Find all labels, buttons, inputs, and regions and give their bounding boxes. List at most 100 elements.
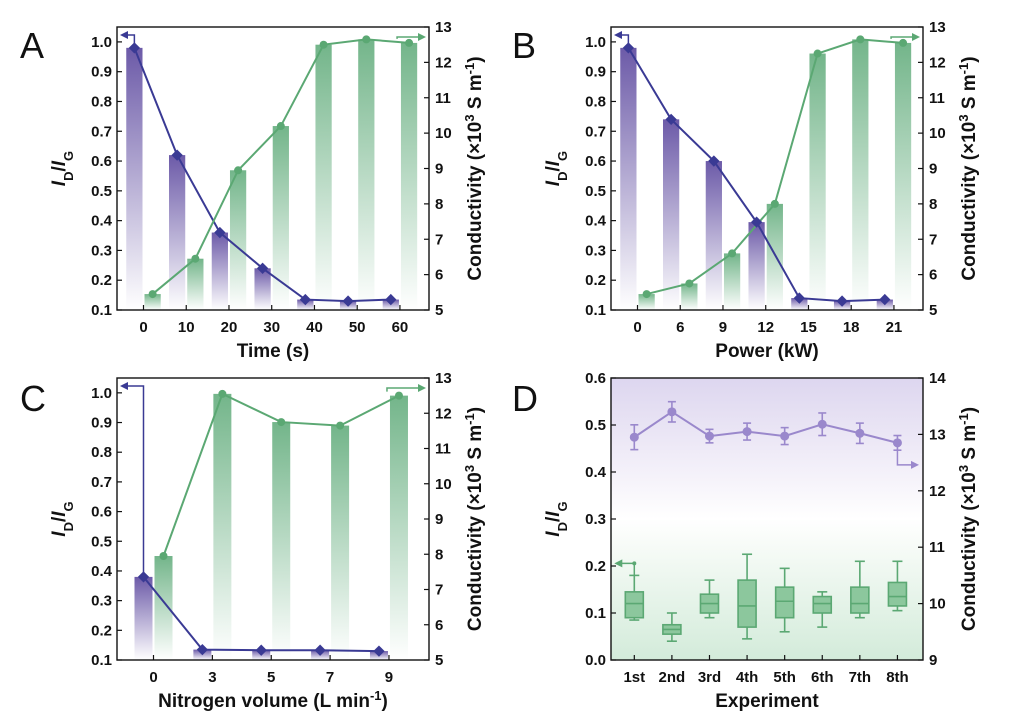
y2-axis-title: Conductivity (×103 S m-1) <box>956 407 981 631</box>
y-tick-label: 0.5 <box>91 183 112 200</box>
x-axis-title: Power (kW) <box>715 341 818 362</box>
marker-conductivity <box>685 279 694 288</box>
bar-id-ig <box>134 576 153 660</box>
x-tick-label: 3rd <box>698 669 721 686</box>
x-axis-title: Experiment <box>715 691 819 712</box>
marker-conductivity <box>336 421 345 430</box>
y2-tick-label: 10 <box>929 125 946 142</box>
bar-id-ig <box>254 268 271 310</box>
y-tick-label: 0.2 <box>585 272 606 289</box>
marker-id-ig <box>342 295 354 307</box>
marker-id-ig <box>793 292 805 304</box>
marker-id-ig <box>299 293 311 306</box>
x-tick-label: 9 <box>719 319 727 336</box>
y2-tick-label: 9 <box>435 161 443 178</box>
y-axis-title: ID/IG <box>49 151 76 186</box>
marker-conductivity <box>405 38 414 47</box>
y2-axis-title: Conductivity (×103 S m-1) <box>462 407 487 631</box>
x-tick-label: 4th <box>736 669 759 686</box>
y-tick-label: 0.1 <box>91 652 112 669</box>
panel-D: D 0.0 0.1 0.2 0.3 0.4 0.5 0.6 9 10 11 12 13 14 1st 2nd 3… <box>512 370 980 712</box>
panel-letter: C <box>20 378 46 419</box>
y2-tick-label: 9 <box>929 652 937 669</box>
y-tick-label: 0.7 <box>585 123 606 140</box>
marker-id-ig <box>214 226 226 239</box>
y2-tick-label: 14 <box>929 370 946 387</box>
bar-id-ig <box>168 155 186 310</box>
y2-tick-label: 13 <box>435 19 452 36</box>
y2-tick-label: 8 <box>929 196 937 213</box>
box <box>850 586 870 614</box>
y-axis-title: ID/IG <box>49 501 76 536</box>
y-tick-label: 0.7 <box>91 474 112 491</box>
right-arrow-head <box>418 384 426 392</box>
left-arrow-head <box>120 382 128 390</box>
y-tick-label: 0.0 <box>585 652 606 669</box>
marker-conductivity <box>667 407 677 417</box>
panel-background <box>611 378 923 660</box>
bar-conductivity <box>852 39 869 310</box>
x-tick-label: 5th <box>773 669 796 686</box>
bar-conductivity <box>154 556 173 660</box>
panel-letter: D <box>512 378 538 419</box>
y-tick-label: 0.4 <box>91 213 113 230</box>
marker-id-ig <box>879 293 891 306</box>
box <box>774 586 795 619</box>
y2-tick-label: 8 <box>435 546 443 563</box>
y2-axis-title: Conductivity (×103 S m-1) <box>956 56 981 280</box>
y2-tick-label: 10 <box>435 125 452 142</box>
y-tick-label: 1.0 <box>91 385 112 402</box>
x-tick-label: 0 <box>149 669 157 686</box>
y2-tick-label: 12 <box>435 405 452 422</box>
marker-id-ig <box>171 149 183 161</box>
bar-conductivity <box>723 253 741 310</box>
bar-conductivity <box>894 42 912 310</box>
marker-conductivity <box>276 122 285 131</box>
x-tick-label: 8th <box>886 669 909 686</box>
y2-tick-label: 11 <box>435 90 451 107</box>
x-tick-label: 5 <box>267 669 275 686</box>
y2-tick-label: 9 <box>929 161 937 178</box>
x-tick-label: 1st <box>623 669 645 686</box>
bar-conductivity <box>229 170 247 310</box>
y-tick-label: 0.9 <box>91 64 112 81</box>
box <box>624 591 645 619</box>
y-axis-title: ID/IG <box>543 501 570 536</box>
y-tick-label: 0.5 <box>585 417 606 434</box>
bar-conductivity <box>400 42 418 310</box>
left-arrow-head <box>120 31 128 39</box>
x-axis-title: Time (s) <box>237 341 310 362</box>
marker-conductivity <box>159 552 168 561</box>
bar-id-ig <box>126 47 143 310</box>
y-tick-label: 0.8 <box>91 444 112 461</box>
box <box>812 595 833 614</box>
bar-conductivity <box>272 422 291 660</box>
bar-conductivity <box>638 294 655 310</box>
marker-conductivity <box>817 419 827 429</box>
x-tick-label: 7 <box>326 669 334 686</box>
y2-tick-label: 13 <box>929 19 946 36</box>
bar-id-ig <box>211 232 228 310</box>
y-tick-label: 0.2 <box>585 558 606 575</box>
y-tick-label: 0.6 <box>585 370 606 387</box>
x-tick-label: 0 <box>139 319 147 336</box>
right-axis-indicator <box>386 387 424 392</box>
marker-id-ig <box>836 295 848 307</box>
marker-conductivity <box>813 49 822 58</box>
y-tick-label: 0.5 <box>585 183 606 200</box>
x-tick-label: 60 <box>392 319 409 336</box>
y-tick-label: 1.0 <box>91 34 112 51</box>
bar-conductivity <box>681 283 698 310</box>
y-tick-label: 1.0 <box>585 34 606 51</box>
bar-conductivity <box>213 393 232 660</box>
marker-conductivity <box>780 431 790 441</box>
x-tick-label: 3 <box>208 669 216 686</box>
panel-letter: B <box>512 25 536 66</box>
right-axis-indicator <box>396 36 424 39</box>
y2-tick-label: 9 <box>435 511 443 528</box>
bar-conductivity <box>358 39 375 310</box>
panel-letter: A <box>20 25 44 66</box>
x-tick-label: 2nd <box>659 669 686 686</box>
marker-id-ig <box>708 155 720 167</box>
x-tick-label: 0 <box>633 319 641 336</box>
